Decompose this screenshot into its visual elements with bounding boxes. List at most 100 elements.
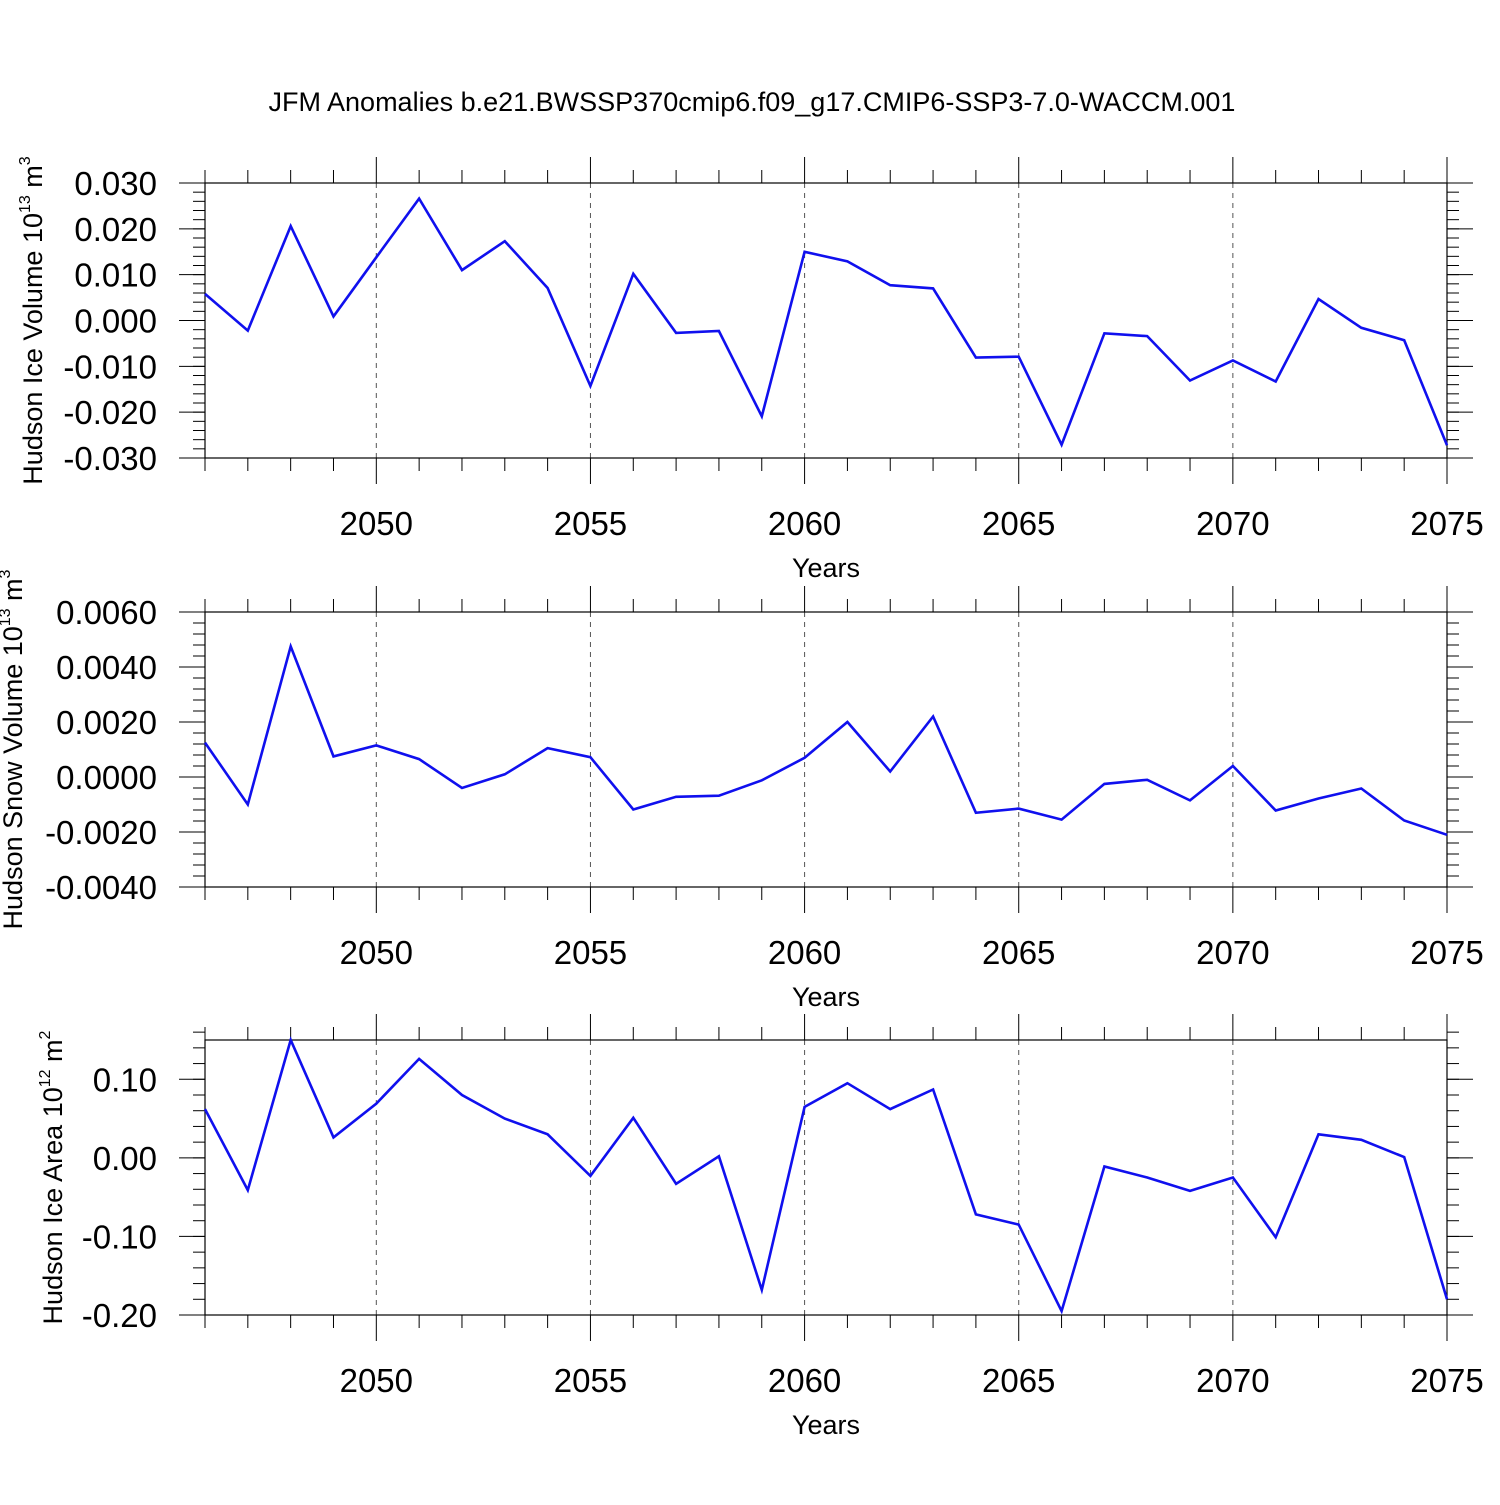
data-point: [546, 1133, 549, 1136]
data-point: [1446, 833, 1449, 836]
y-tick-label: -0.030: [63, 440, 157, 477]
x-tick-label: 2050: [340, 934, 413, 971]
data-point: [1274, 809, 1277, 812]
data-point: [1231, 359, 1234, 362]
y-axis-title: Hudson Ice Volume 1013 m3: [17, 156, 48, 484]
data-point: [1274, 380, 1277, 383]
x-tick-label: 2075: [1410, 505, 1483, 542]
data-point: [460, 269, 463, 272]
figure-title: JFM Anomalies b.e21.BWSSP370cmip6.f09_g1…: [269, 87, 1236, 117]
y-axis-title: Hudson Snow Volume 1013 m3: [0, 569, 28, 929]
data-point: [1317, 297, 1320, 300]
y-tick-label: 0.000: [74, 303, 157, 340]
x-tick-label: 2050: [340, 1362, 413, 1399]
data-point: [460, 787, 463, 790]
data-point: [803, 756, 806, 759]
data-point: [760, 779, 763, 782]
plot-panel-2: 0.0060 0.0040 0.0020 0.0000 -0.0020 -0.0040 20…: [0, 569, 1484, 1012]
data-point: [974, 1213, 977, 1216]
data-point: [289, 645, 292, 648]
data-point: [246, 329, 249, 332]
y-tick-label: 0.0060: [56, 594, 157, 631]
data-point: [1146, 1176, 1149, 1179]
y-tick-label: 0.10: [93, 1061, 157, 1098]
data-point: [717, 330, 720, 333]
data-point: [503, 1117, 506, 1120]
x-tick-label: 2060: [768, 934, 841, 971]
data-series-line: [203, 642, 1448, 837]
y-tick-label: -0.010: [63, 348, 157, 385]
plot-frame: [204, 182, 1448, 459]
data-point: [1146, 335, 1149, 338]
data-point: [974, 811, 977, 814]
data-point: [589, 756, 592, 759]
data-point: [1231, 765, 1234, 768]
x-tick-label: 2055: [554, 505, 627, 542]
plot-panel-1: 0.030 0.020 0.010 0.000 -0.010 -0.020 -0.030 20…: [17, 156, 1484, 583]
data-point: [418, 1057, 421, 1060]
data-point: [204, 292, 207, 295]
data-point: [675, 331, 678, 334]
x-tick-label: 2055: [554, 934, 627, 971]
data-series-line: [204, 196, 1449, 448]
y-tick-label: 0.030: [74, 165, 157, 202]
y-axis-title: Hudson Ice Area 1012 m2: [37, 1030, 68, 1324]
data-point: [1103, 782, 1106, 785]
y-tick-label: -0.20: [82, 1297, 157, 1334]
data-point: [1103, 332, 1106, 335]
data-point: [846, 721, 849, 724]
data-point: [1274, 1236, 1277, 1239]
plot-frame: [204, 1039, 1448, 1316]
x-axis-title: Years: [792, 553, 860, 583]
data-point: [204, 1108, 207, 1111]
data-point: [1403, 339, 1406, 342]
data-point: [632, 808, 635, 811]
data-point: [717, 1155, 720, 1158]
data-point: [246, 1189, 249, 1192]
data-point: [1017, 1223, 1020, 1226]
x-tick-label: 2070: [1196, 1362, 1269, 1399]
data-point: [246, 803, 249, 806]
data-point: [1060, 1310, 1063, 1313]
y-tick-label: 0.00: [93, 1140, 157, 1177]
data-point: [932, 715, 935, 718]
data-point: [1403, 1156, 1406, 1159]
data-point: [1446, 444, 1449, 447]
data-point: [460, 1094, 463, 1097]
data-point: [1189, 379, 1192, 382]
y-tick-label: -0.020: [63, 394, 157, 431]
data-point: [1317, 797, 1320, 800]
data-point: [675, 795, 678, 798]
data-point: [332, 755, 335, 758]
data-point: [932, 287, 935, 290]
x-tick-label: 2065: [982, 934, 1055, 971]
data-point: [1403, 819, 1406, 822]
data-point: [1446, 1298, 1449, 1301]
y-tick-label: 0.0020: [56, 704, 157, 741]
data-point: [717, 794, 720, 797]
y-tick-label: 0.0000: [56, 759, 157, 796]
x-tick-label: 2075: [1410, 1362, 1483, 1399]
x-axis-title: Years: [792, 982, 860, 1012]
data-point: [418, 197, 421, 200]
x-tick-label: 2070: [1196, 505, 1269, 542]
data-point: [632, 272, 635, 275]
data-point: [760, 1288, 763, 1291]
data-point: [632, 1116, 635, 1119]
data-point: [503, 240, 506, 243]
data-point: [332, 1136, 335, 1139]
data-point: [760, 415, 763, 418]
data-point: [289, 1039, 292, 1042]
data-point: [418, 758, 421, 761]
data-point: [1189, 799, 1192, 802]
data-point: [846, 1082, 849, 1085]
data-point: [932, 1088, 935, 1091]
data-series-line: [203, 1036, 1449, 1315]
data-point: [675, 1182, 678, 1185]
data-point: [1360, 1138, 1363, 1141]
x-tick-label: 2075: [1410, 934, 1483, 971]
data-point: [846, 260, 849, 263]
data-point: [1017, 807, 1020, 810]
